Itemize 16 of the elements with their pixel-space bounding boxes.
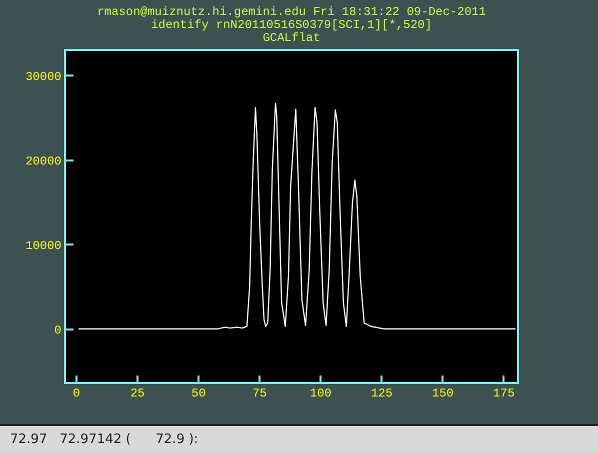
chart-title: rmason@muiznutz.hi.gemini.edu Fri 18:31:22 09-Dec-2011 [97, 5, 486, 19]
x-tick-label: 75 [252, 386, 267, 400]
x-tick-label: 50 [191, 386, 206, 400]
y-tick-label: 30000 [25, 70, 62, 84]
y-tick-label: 10000 [25, 238, 62, 253]
x-tick-label: 150 [432, 386, 454, 400]
text: 72.97 72.97142 ( 72.9 ): [0, 424, 598, 453]
x-tick-label: 25 [130, 386, 145, 400]
x-tick-label: 125 [370, 386, 393, 400]
x-tick-label: 175 [493, 386, 515, 400]
y-tick-label: 20000 [25, 154, 62, 168]
x-tick-label: 0 [72, 386, 80, 400]
y-tick-label: 0 [54, 323, 62, 338]
x-tick-label: 100 [310, 386, 332, 400]
chart-subtitle: identify rnN20110516S0379[SCI,1][*,520] GCALflat [151, 18, 432, 45]
line-series [78, 102, 516, 330]
